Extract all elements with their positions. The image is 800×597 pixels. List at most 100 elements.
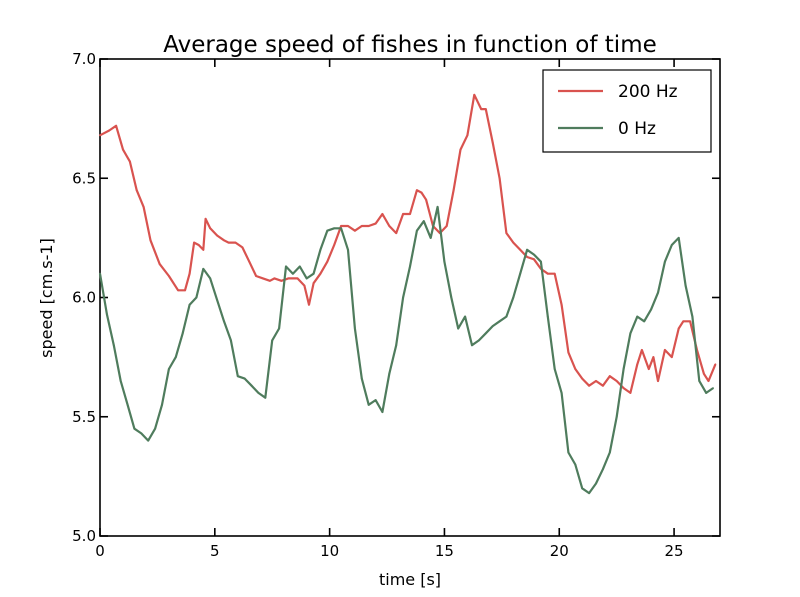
- data-point-0hz: [106, 313, 108, 316]
- data-point-0hz: [491, 325, 494, 327]
- data-point-200hz: [519, 248, 522, 251]
- data-point-0hz: [615, 415, 618, 418]
- data-point-200hz: [184, 289, 186, 292]
- data-point-0hz: [112, 344, 115, 347]
- data-point-200hz: [677, 327, 680, 330]
- data-point-0hz: [670, 244, 673, 246]
- data-point-0hz: [429, 237, 432, 239]
- data-point-200hz: [402, 213, 404, 215]
- data-point-200hz: [303, 284, 306, 287]
- chart-title: Average speed of fishes in function of t…: [163, 32, 657, 58]
- data-point-200hz: [480, 108, 483, 110]
- data-point-0hz: [422, 220, 425, 223]
- data-point-200hz: [223, 239, 225, 242]
- data-point-0hz: [347, 248, 349, 251]
- data-point-200hz: [602, 384, 604, 387]
- data-point-0hz: [250, 384, 253, 387]
- data-point-0hz: [367, 403, 370, 406]
- data-point-200hz: [234, 241, 237, 244]
- data-point-200hz: [420, 191, 423, 194]
- legend-label-0hz: 0 Hz: [618, 119, 656, 139]
- data-point-200hz: [168, 275, 170, 277]
- data-point-200hz: [664, 349, 666, 351]
- data-point-0hz: [216, 299, 219, 301]
- data-point-0hz: [464, 315, 466, 318]
- data-point-0hz: [374, 399, 377, 401]
- data-point-0hz: [161, 403, 163, 406]
- data-point-200hz: [367, 225, 370, 227]
- x-tick-label: 15: [435, 542, 454, 560]
- data-point-200hz: [262, 277, 264, 280]
- legend: 200 Hz 0 Hz: [542, 69, 712, 153]
- data-point-200hz: [319, 272, 322, 275]
- data-point-200hz: [647, 368, 650, 370]
- data-point-200hz: [567, 351, 570, 354]
- data-point-200hz: [588, 384, 590, 387]
- data-point-0hz: [298, 265, 301, 268]
- data-point-200hz: [657, 380, 659, 382]
- data-point-0hz: [285, 265, 287, 268]
- data-point-200hz: [703, 372, 705, 375]
- data-point-200hz: [347, 225, 349, 227]
- data-point-200hz: [280, 279, 283, 282]
- data-point-200hz: [149, 239, 152, 242]
- y-axis: 5.0 5.5 6.0 6.5 7.0: [72, 50, 720, 545]
- y-tick-label: 5.0: [72, 527, 96, 545]
- data-point-200hz: [581, 377, 584, 380]
- data-point-0hz: [243, 377, 246, 380]
- data-point-200hz: [395, 232, 398, 235]
- data-point-200hz: [248, 260, 251, 263]
- data-point-200hz: [115, 124, 117, 127]
- data-point-200hz: [204, 217, 207, 220]
- data-point-200hz: [216, 234, 219, 237]
- data-point-0hz: [126, 403, 129, 406]
- data-point-0hz: [292, 272, 294, 275]
- data-point-0hz: [588, 492, 590, 494]
- data-point-200hz: [374, 222, 377, 225]
- data-point-0hz: [519, 272, 522, 275]
- data-point-200hz: [689, 320, 691, 323]
- data-point-0hz: [436, 206, 439, 208]
- x-tick-label: 5: [210, 542, 220, 560]
- data-point-200hz: [416, 189, 418, 192]
- data-point-200hz: [707, 380, 710, 382]
- data-point-200hz: [333, 244, 336, 246]
- data-point-0hz: [326, 229, 329, 232]
- legend-box: [542, 69, 712, 153]
- data-point-200hz: [360, 225, 363, 227]
- data-point-200hz: [340, 225, 342, 227]
- data-point-0hz: [99, 272, 101, 275]
- data-point-0hz: [223, 320, 225, 323]
- data-point-200hz: [269, 279, 271, 282]
- data-point-0hz: [595, 482, 597, 485]
- data-point-0hz: [471, 344, 473, 347]
- data-point-200hz: [622, 387, 625, 389]
- data-point-0hz: [622, 368, 625, 370]
- data-point-0hz: [636, 315, 639, 318]
- data-point-200hz: [608, 375, 611, 378]
- data-point-0hz: [705, 392, 708, 394]
- y-tick-label: 5.5: [72, 408, 96, 426]
- data-point-0hz: [691, 315, 694, 318]
- data-point-200hz: [381, 213, 384, 215]
- data-point-0hz: [133, 427, 136, 430]
- data-point-0hz: [354, 327, 356, 330]
- data-point-0hz: [340, 227, 342, 230]
- data-point-0hz: [264, 396, 267, 399]
- x-tick-label: 10: [320, 542, 339, 560]
- data-point-200hz: [652, 356, 655, 358]
- data-point-0hz: [553, 368, 556, 370]
- y-axis-label: speed [cm.s-1]: [37, 238, 56, 358]
- data-point-200hz: [287, 277, 290, 280]
- data-point-0hz: [443, 260, 446, 263]
- data-point-200hz: [188, 272, 191, 275]
- data-point-0hz: [698, 380, 701, 382]
- data-point-0hz: [457, 327, 460, 330]
- data-point-0hz: [581, 487, 584, 490]
- x-tick-label: 20: [550, 542, 569, 560]
- data-point-200hz: [459, 148, 462, 151]
- data-point-200hz: [526, 256, 528, 258]
- data-point-200hz: [629, 392, 632, 394]
- data-point-200hz: [512, 241, 515, 244]
- x-axis-label: time [s]: [379, 570, 441, 589]
